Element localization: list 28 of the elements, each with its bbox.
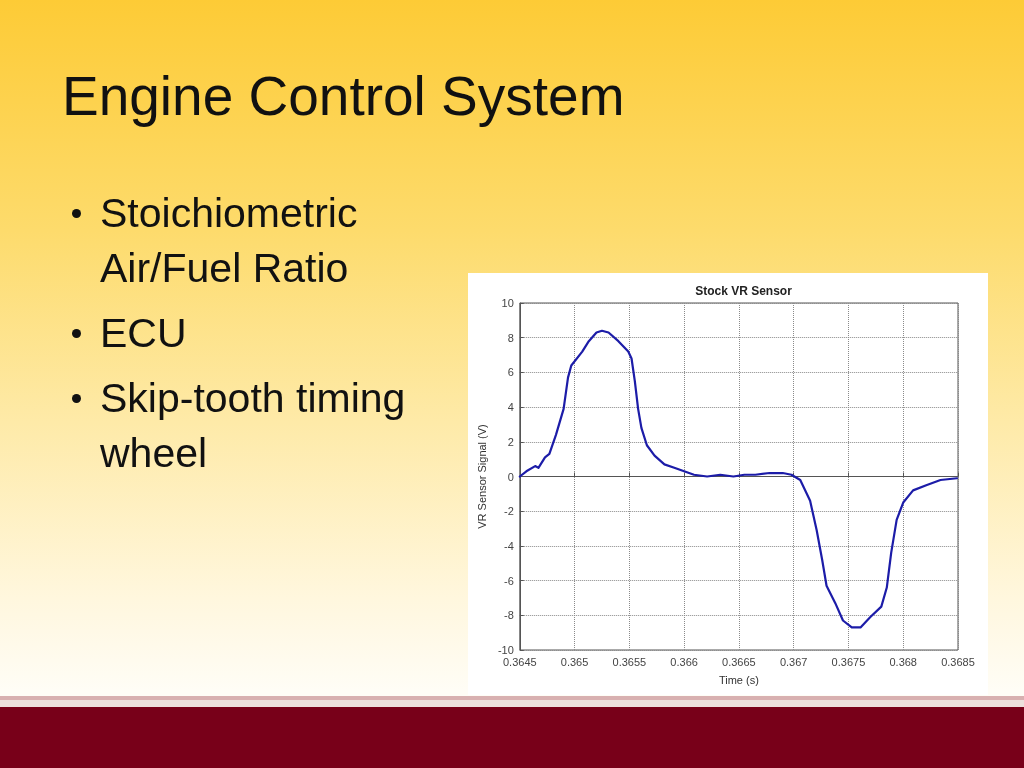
y-tick-label: 10 — [501, 297, 514, 309]
line-series — [518, 329, 958, 629]
text: Engine Control System — [62, 64, 625, 128]
y-tick-label: 2 — [507, 435, 514, 448]
x-tick-label: 0.3685 — [941, 655, 975, 668]
text: ECU — [99, 309, 188, 358]
x-tick-label: 0.367 — [779, 655, 808, 668]
x-axis-title: Time (s) — [718, 673, 759, 686]
y-tick-label: 8 — [507, 331, 514, 344]
y-axis-title: VR Sensor Signal (V) — [475, 424, 488, 529]
x-tick-label: 0.3675 — [831, 655, 866, 668]
x-tick-label: 0.365 — [560, 655, 589, 668]
y-tick-label: 6 — [507, 366, 514, 379]
x-tick-label: 0.3655 — [612, 655, 647, 668]
chart-title: Stock VR Sensor — [695, 284, 793, 298]
text: Skip-tooth timing wheel — [99, 374, 407, 478]
y-tick-label: -2 — [504, 505, 514, 518]
x-tick-label: 0.3645 — [502, 655, 537, 668]
y-tick-label: -10 — [497, 644, 514, 656]
y-tick-label: -4 — [504, 539, 514, 552]
x-tick-label: 0.366 — [670, 655, 698, 668]
y-tick-label: -6 — [504, 574, 514, 587]
y-tick-label: 0 — [507, 470, 514, 483]
x-tick-label: 0.368 — [889, 655, 917, 668]
x-tick-label: 0.3665 — [722, 655, 756, 668]
y-tick-label: 4 — [507, 401, 514, 414]
y-tick-label: -8 — [504, 609, 514, 622]
text: Stoichiometric Air/Fuel Ratio — [99, 189, 359, 293]
